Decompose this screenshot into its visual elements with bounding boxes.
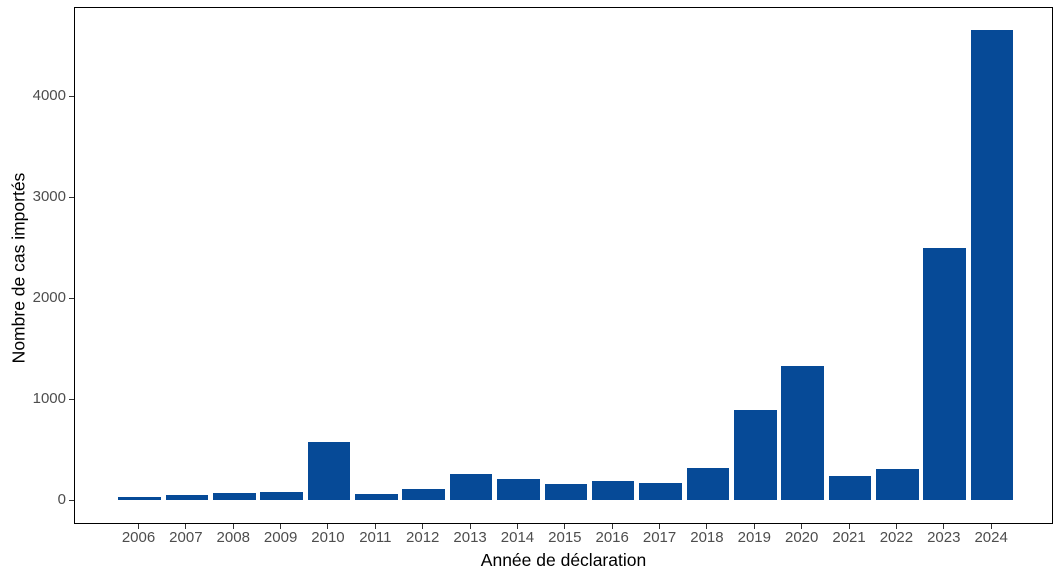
y-tick-label-2000: 2000	[32, 289, 66, 306]
x-tick-2010	[327, 524, 329, 529]
x-tick-2018	[706, 524, 708, 529]
x-tick-2013	[469, 524, 471, 529]
x-tick-label-2018: 2018	[690, 529, 724, 546]
x-tick-label-2014: 2014	[500, 529, 535, 546]
x-tick-label-2023: 2023	[927, 529, 961, 546]
bar-2019	[734, 410, 777, 500]
bar-2020	[781, 365, 824, 500]
x-tick-label-2022: 2022	[879, 529, 914, 546]
x-tick-label-2024: 2024	[974, 529, 1008, 546]
x-tick-label-2006: 2006	[121, 529, 156, 546]
bar-2017	[639, 482, 682, 500]
x-tick-label-2009: 2009	[263, 529, 298, 546]
x-tick-2022	[895, 524, 897, 529]
x-tick-label-2017: 2017	[642, 529, 677, 546]
bar-2018	[686, 467, 730, 500]
x-tick-2016	[611, 524, 613, 529]
x-tick-2014	[516, 524, 518, 529]
y-tick-label-1000: 1000	[32, 390, 66, 407]
x-tick-label-2007: 2007	[169, 529, 203, 546]
x-tick-2024	[990, 524, 992, 529]
x-tick-2011	[374, 524, 376, 529]
x-tick-label-2019: 2019	[737, 529, 771, 546]
bar-2010	[307, 442, 351, 500]
y-tick-1000	[69, 398, 74, 400]
x-tick-2015	[564, 524, 566, 529]
bar-2013	[449, 473, 493, 500]
y-tick-label-0: 0	[57, 491, 66, 508]
x-tick-2023	[943, 524, 945, 529]
bar-2016	[591, 480, 635, 500]
x-tick-2020	[801, 524, 803, 529]
y-tick-label-4000: 4000	[32, 87, 66, 104]
bar-2023	[923, 247, 967, 500]
bar-2007	[165, 494, 209, 500]
bar-2022	[876, 468, 919, 500]
x-tick-label-2013: 2013	[453, 529, 487, 546]
x-tick-label-2012: 2012	[406, 529, 440, 546]
x-tick-label-2010: 2010	[311, 529, 345, 546]
x-tick-label-2016: 2016	[595, 529, 629, 546]
y-tick-4000	[69, 95, 74, 97]
x-tick-2017	[659, 524, 661, 529]
y-tick-3000	[69, 196, 74, 198]
x-tick-label-2008: 2008	[216, 529, 250, 546]
x-tick-label-2020: 2020	[784, 529, 819, 546]
plot-panel	[74, 7, 1053, 524]
x-tick-2006	[138, 524, 139, 529]
x-axis-title: Année de déclaration	[480, 550, 647, 570]
x-tick-2008	[232, 524, 234, 529]
bar-2011	[355, 494, 398, 500]
y-tick-label-3000: 3000	[32, 188, 66, 205]
x-tick-2012	[422, 524, 424, 529]
bar-2024	[970, 30, 1014, 500]
bar-2009	[260, 491, 303, 500]
y-tick-0	[69, 499, 74, 501]
x-tick-label-2011: 2011	[359, 529, 392, 546]
x-tick-2021	[848, 524, 850, 529]
bar-2021	[828, 475, 872, 500]
y-tick-2000	[69, 297, 74, 299]
bar-2012	[402, 488, 445, 500]
x-tick-2009	[280, 524, 282, 529]
bar-2006	[118, 497, 161, 500]
bar-2015	[544, 483, 588, 500]
x-tick-label-2015: 2015	[548, 529, 582, 546]
x-tick-2019	[753, 524, 755, 529]
x-tick-2007	[185, 524, 187, 529]
x-tick-label-2021: 2021	[832, 529, 866, 546]
bar-2014	[497, 478, 540, 500]
bar-2008	[212, 493, 256, 500]
